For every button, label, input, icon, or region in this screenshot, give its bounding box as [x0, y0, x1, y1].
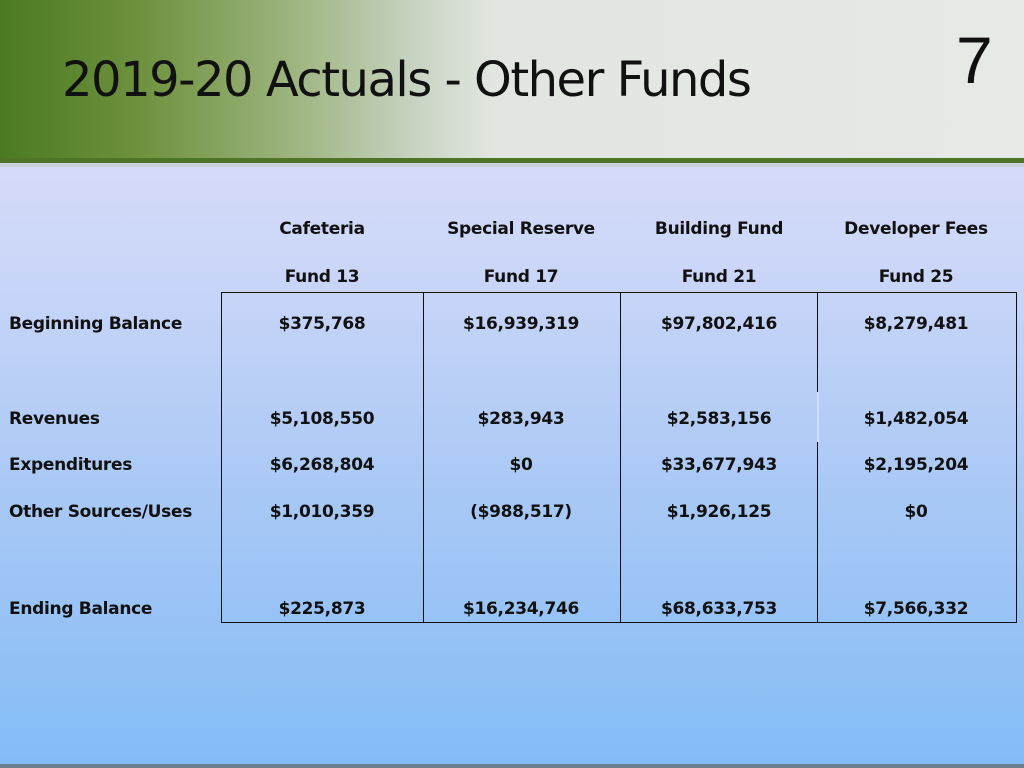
table-cell: $283,943 — [477, 409, 565, 429]
column-header-name: Special Reserve — [447, 219, 595, 239]
row-label: Ending Balance — [9, 599, 153, 619]
table-cell: $97,802,416 — [660, 314, 778, 334]
table-cell: $1,482,054 — [863, 409, 969, 429]
table-cell: $6,268,804 — [269, 455, 375, 475]
table-cell: $1,010,359 — [269, 502, 375, 522]
column-header-fund: Fund 25 — [878, 267, 954, 287]
column-header-name: Cafeteria — [279, 219, 365, 239]
table-cell: $5,108,550 — [269, 409, 375, 429]
header-divider-shadow — [0, 163, 1024, 167]
table-cell: $2,583,156 — [666, 409, 772, 429]
table-top-border — [221, 292, 1017, 293]
table-cell: $16,234,746 — [462, 599, 580, 619]
column-header-fund: Fund 17 — [483, 267, 559, 287]
table-cell: $33,677,943 — [660, 455, 778, 475]
table-divider-3 — [817, 292, 818, 623]
table-divider-2 — [620, 292, 621, 623]
table-cell: $68,633,753 — [660, 599, 778, 619]
column-header-name: Developer Fees — [844, 219, 988, 239]
table-cell: $1,926,125 — [666, 502, 772, 522]
table-border-right — [1016, 292, 1017, 623]
table-cell: ($988,517) — [470, 502, 572, 522]
slide-title: 2019-20 Actuals - Other Funds — [62, 52, 752, 108]
table-border-left — [221, 292, 222, 623]
header-divider — [0, 158, 1024, 163]
slide-number: 7 — [956, 23, 993, 97]
column-header-fund: Fund 21 — [681, 267, 757, 287]
header-band — [0, 0, 1024, 158]
column-header-name: Building Fund — [654, 219, 784, 239]
table-cell: $375,768 — [278, 314, 366, 334]
row-label: Expenditures — [9, 455, 133, 475]
table-cell: $2,195,204 — [863, 455, 969, 475]
row-label: Beginning Balance — [9, 314, 183, 334]
table-cell: $8,279,481 — [863, 314, 969, 334]
bottom-divider — [0, 764, 1024, 768]
column-header-fund: Fund 13 — [284, 267, 360, 287]
row-label: Revenues — [9, 409, 100, 429]
table-cell: $0 — [509, 455, 533, 475]
row-label: Other Sources/Uses — [9, 502, 193, 522]
table-divider-gap — [817, 392, 819, 442]
table-divider-1 — [423, 292, 424, 623]
table-cell: $225,873 — [278, 599, 366, 619]
table-cell: $0 — [904, 502, 928, 522]
table-cell: $16,939,319 — [462, 314, 580, 334]
table-cell: $7,566,332 — [863, 599, 969, 619]
table-bottom-border — [221, 622, 1017, 623]
